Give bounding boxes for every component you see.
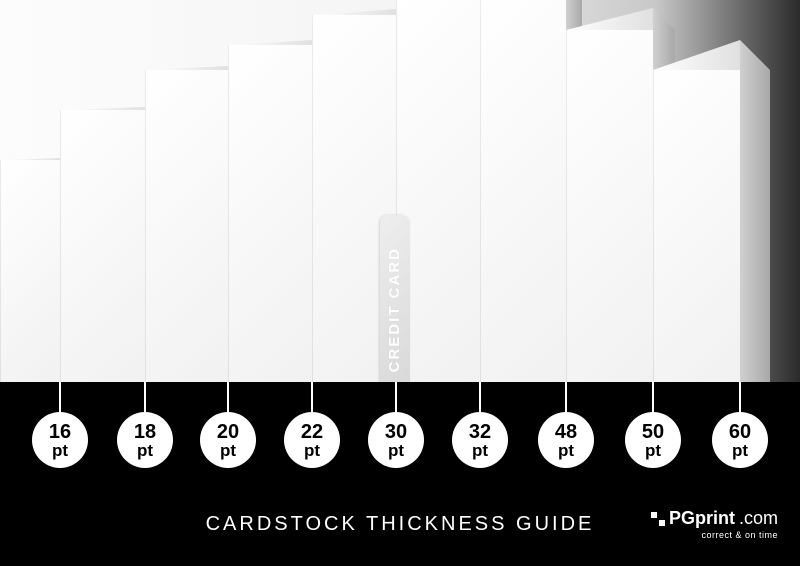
marker-unit: pt xyxy=(645,442,661,459)
marker-unit: pt xyxy=(732,442,748,459)
marker-unit: pt xyxy=(558,442,574,459)
card-20pt xyxy=(145,70,228,382)
marker-value: 22 xyxy=(301,422,323,442)
brand-tagline: correct & on time xyxy=(651,530,778,540)
marker-stem xyxy=(144,382,146,416)
legend-area: 16pt18pt20pt22pt30pt32pt48pt50pt60pt CAR… xyxy=(0,382,800,566)
brand-block: PGprint.com correct & on time xyxy=(651,508,778,540)
brand-name: PGprint xyxy=(669,508,735,529)
marker-stem xyxy=(739,382,741,416)
marker-bubble: 50pt xyxy=(625,412,681,468)
credit-card-sample: CREDIT CARD xyxy=(380,215,410,382)
marker-unit: pt xyxy=(304,442,320,459)
marker-bubble: 16pt xyxy=(32,412,88,468)
marker-value: 18 xyxy=(134,422,156,442)
marker-stem xyxy=(395,382,397,416)
marker-bubble: 48pt xyxy=(538,412,594,468)
brand-suffix: .com xyxy=(739,508,778,529)
card-50pt xyxy=(566,30,653,382)
marker-unit: pt xyxy=(388,442,404,459)
marker-stem xyxy=(311,382,313,416)
marker-stem xyxy=(59,382,61,416)
cards-area: CREDIT CARD xyxy=(0,0,800,382)
brand-logo-icon xyxy=(651,512,665,526)
marker-stem xyxy=(565,382,567,416)
card-22pt xyxy=(228,45,312,382)
marker-value: 20 xyxy=(217,422,239,442)
marker-value: 50 xyxy=(642,422,664,442)
marker-stem xyxy=(479,382,481,416)
card-48pt xyxy=(480,0,566,382)
marker-value: 16 xyxy=(49,422,71,442)
card-18pt xyxy=(60,110,145,382)
marker-bubble: 30pt xyxy=(368,412,424,468)
marker-value: 30 xyxy=(385,422,407,442)
brand-logo: PGprint.com xyxy=(651,508,778,529)
marker-unit: pt xyxy=(472,442,488,459)
marker-bubble: 32pt xyxy=(452,412,508,468)
marker-unit: pt xyxy=(220,442,236,459)
marker-bubble: 20pt xyxy=(200,412,256,468)
infographic-stage: CREDIT CARD 16pt18pt20pt22pt30pt32pt48pt… xyxy=(0,0,800,566)
marker-unit: pt xyxy=(137,442,153,459)
marker-stem xyxy=(227,382,229,416)
marker-bubble: 18pt xyxy=(117,412,173,468)
credit-card-label: CREDIT CARD xyxy=(386,247,403,372)
marker-value: 32 xyxy=(469,422,491,442)
marker-bubble: 22pt xyxy=(284,412,340,468)
card-60pt xyxy=(653,70,740,382)
marker-value: 60 xyxy=(729,422,751,442)
card-16pt xyxy=(0,160,60,382)
marker-unit: pt xyxy=(52,442,68,459)
marker-stem xyxy=(652,382,654,416)
marker-bubble: 60pt xyxy=(712,412,768,468)
marker-value: 48 xyxy=(555,422,577,442)
